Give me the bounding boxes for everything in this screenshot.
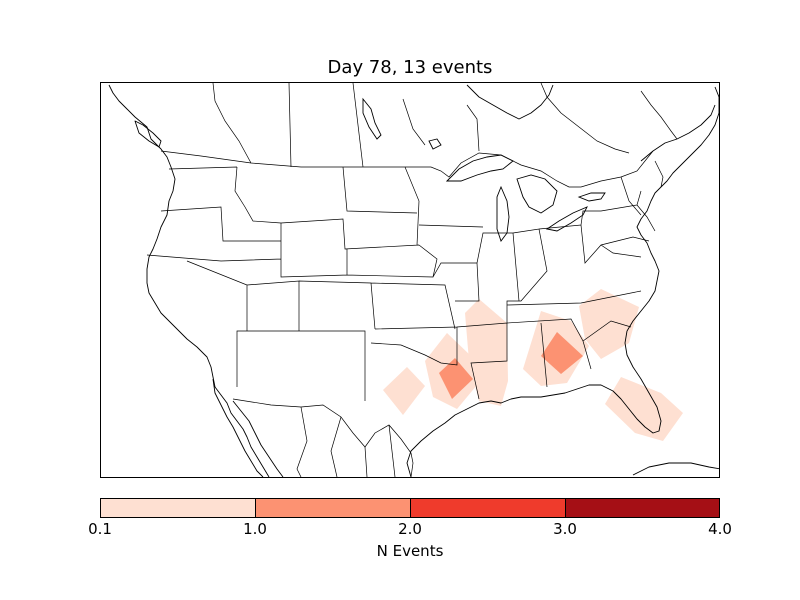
colorbar-tick-0: 0.1 — [88, 520, 112, 538]
event-cells — [383, 289, 683, 441]
colorbar-bin-1 — [101, 499, 256, 517]
pacific-coastline — [108, 84, 270, 477]
canada-province-lines — [212, 83, 678, 168]
event-cell-south-carolina — [579, 289, 639, 359]
cuba — [632, 462, 719, 476]
colorbar-bin-4 — [564, 499, 719, 517]
event-cell-georgia — [541, 332, 583, 374]
great-lakes — [362, 97, 606, 242]
mexico-state-lines — [296, 406, 396, 477]
canada-us-border — [160, 150, 654, 188]
political-boundaries — [146, 83, 678, 477]
colorbar-divider — [410, 498, 411, 518]
colorbar-bin-2 — [255, 499, 410, 517]
vancouver-island — [134, 120, 162, 148]
colorbar-tick-2: 2.0 — [398, 520, 422, 538]
colorbar-label: N Events — [376, 542, 444, 560]
coastlines — [108, 84, 719, 477]
colorbar-tick-4: 4.0 — [708, 520, 732, 538]
colorbar-divider — [255, 498, 256, 518]
gulf-coastline — [406, 330, 662, 477]
lake-ontario — [577, 192, 606, 202]
event-cell-east-texas — [439, 358, 473, 399]
lake-winnipeg — [362, 97, 382, 140]
maritimes-coast — [640, 104, 716, 162]
map-title: Day 78, 13 events — [327, 57, 493, 78]
colorbar-tick-1: 1.0 — [243, 520, 267, 538]
lake-michigan — [496, 185, 510, 242]
colorbar-tick-3: 3.0 — [553, 520, 577, 538]
lake-huron — [516, 174, 558, 214]
colorbar-bin-3 — [410, 499, 565, 517]
event-cell-west-texas — [383, 367, 425, 415]
mexico-us-border — [232, 398, 414, 477]
state-lines — [146, 160, 664, 401]
atlantic-coastline — [626, 86, 719, 332]
hudson-bay-coast — [466, 84, 554, 120]
map-panel — [100, 82, 720, 478]
colorbar-divider — [565, 498, 566, 518]
mexico-west-coast — [232, 400, 284, 477]
baja-california — [212, 378, 264, 477]
lake-of-the-woods — [428, 138, 442, 150]
us-states-map — [108, 83, 719, 477]
event-cell-florida — [605, 377, 683, 441]
